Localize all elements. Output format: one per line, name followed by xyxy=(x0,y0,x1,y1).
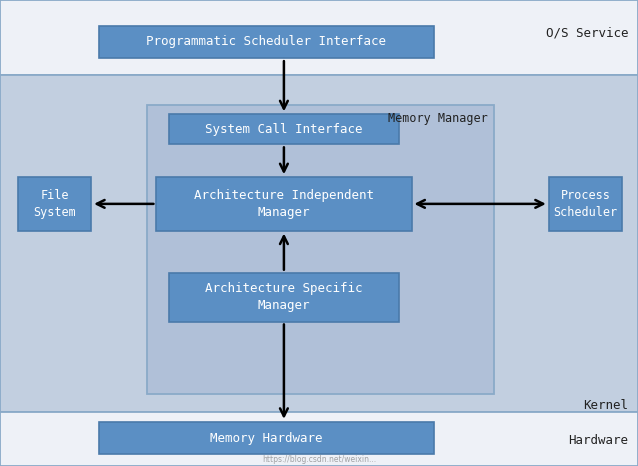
Text: System Call Interface: System Call Interface xyxy=(205,123,362,136)
Bar xyxy=(0,0,638,75)
Bar xyxy=(549,177,622,231)
Text: O/S Service: O/S Service xyxy=(546,26,628,39)
Bar xyxy=(99,26,434,58)
Bar xyxy=(18,177,91,231)
Bar xyxy=(0,75,638,412)
Bar xyxy=(156,177,412,231)
Text: Memory Hardware: Memory Hardware xyxy=(210,432,323,445)
Bar xyxy=(147,105,494,394)
Text: Hardware: Hardware xyxy=(568,434,628,447)
Text: Architecture Independent
Manager: Architecture Independent Manager xyxy=(194,189,374,219)
Text: Programmatic Scheduler Interface: Programmatic Scheduler Interface xyxy=(146,35,387,48)
Bar xyxy=(99,422,434,454)
Bar xyxy=(169,273,399,322)
Bar xyxy=(0,412,638,466)
Text: Memory Manager: Memory Manager xyxy=(389,112,488,125)
Text: File
System: File System xyxy=(33,189,76,219)
Text: Kernel: Kernel xyxy=(583,399,628,412)
Bar xyxy=(169,114,399,144)
Text: Architecture Specific
Manager: Architecture Specific Manager xyxy=(205,282,362,312)
Text: Process
Scheduler: Process Scheduler xyxy=(553,189,618,219)
Text: https://blog.csdn.net/weixin...: https://blog.csdn.net/weixin... xyxy=(262,455,376,464)
